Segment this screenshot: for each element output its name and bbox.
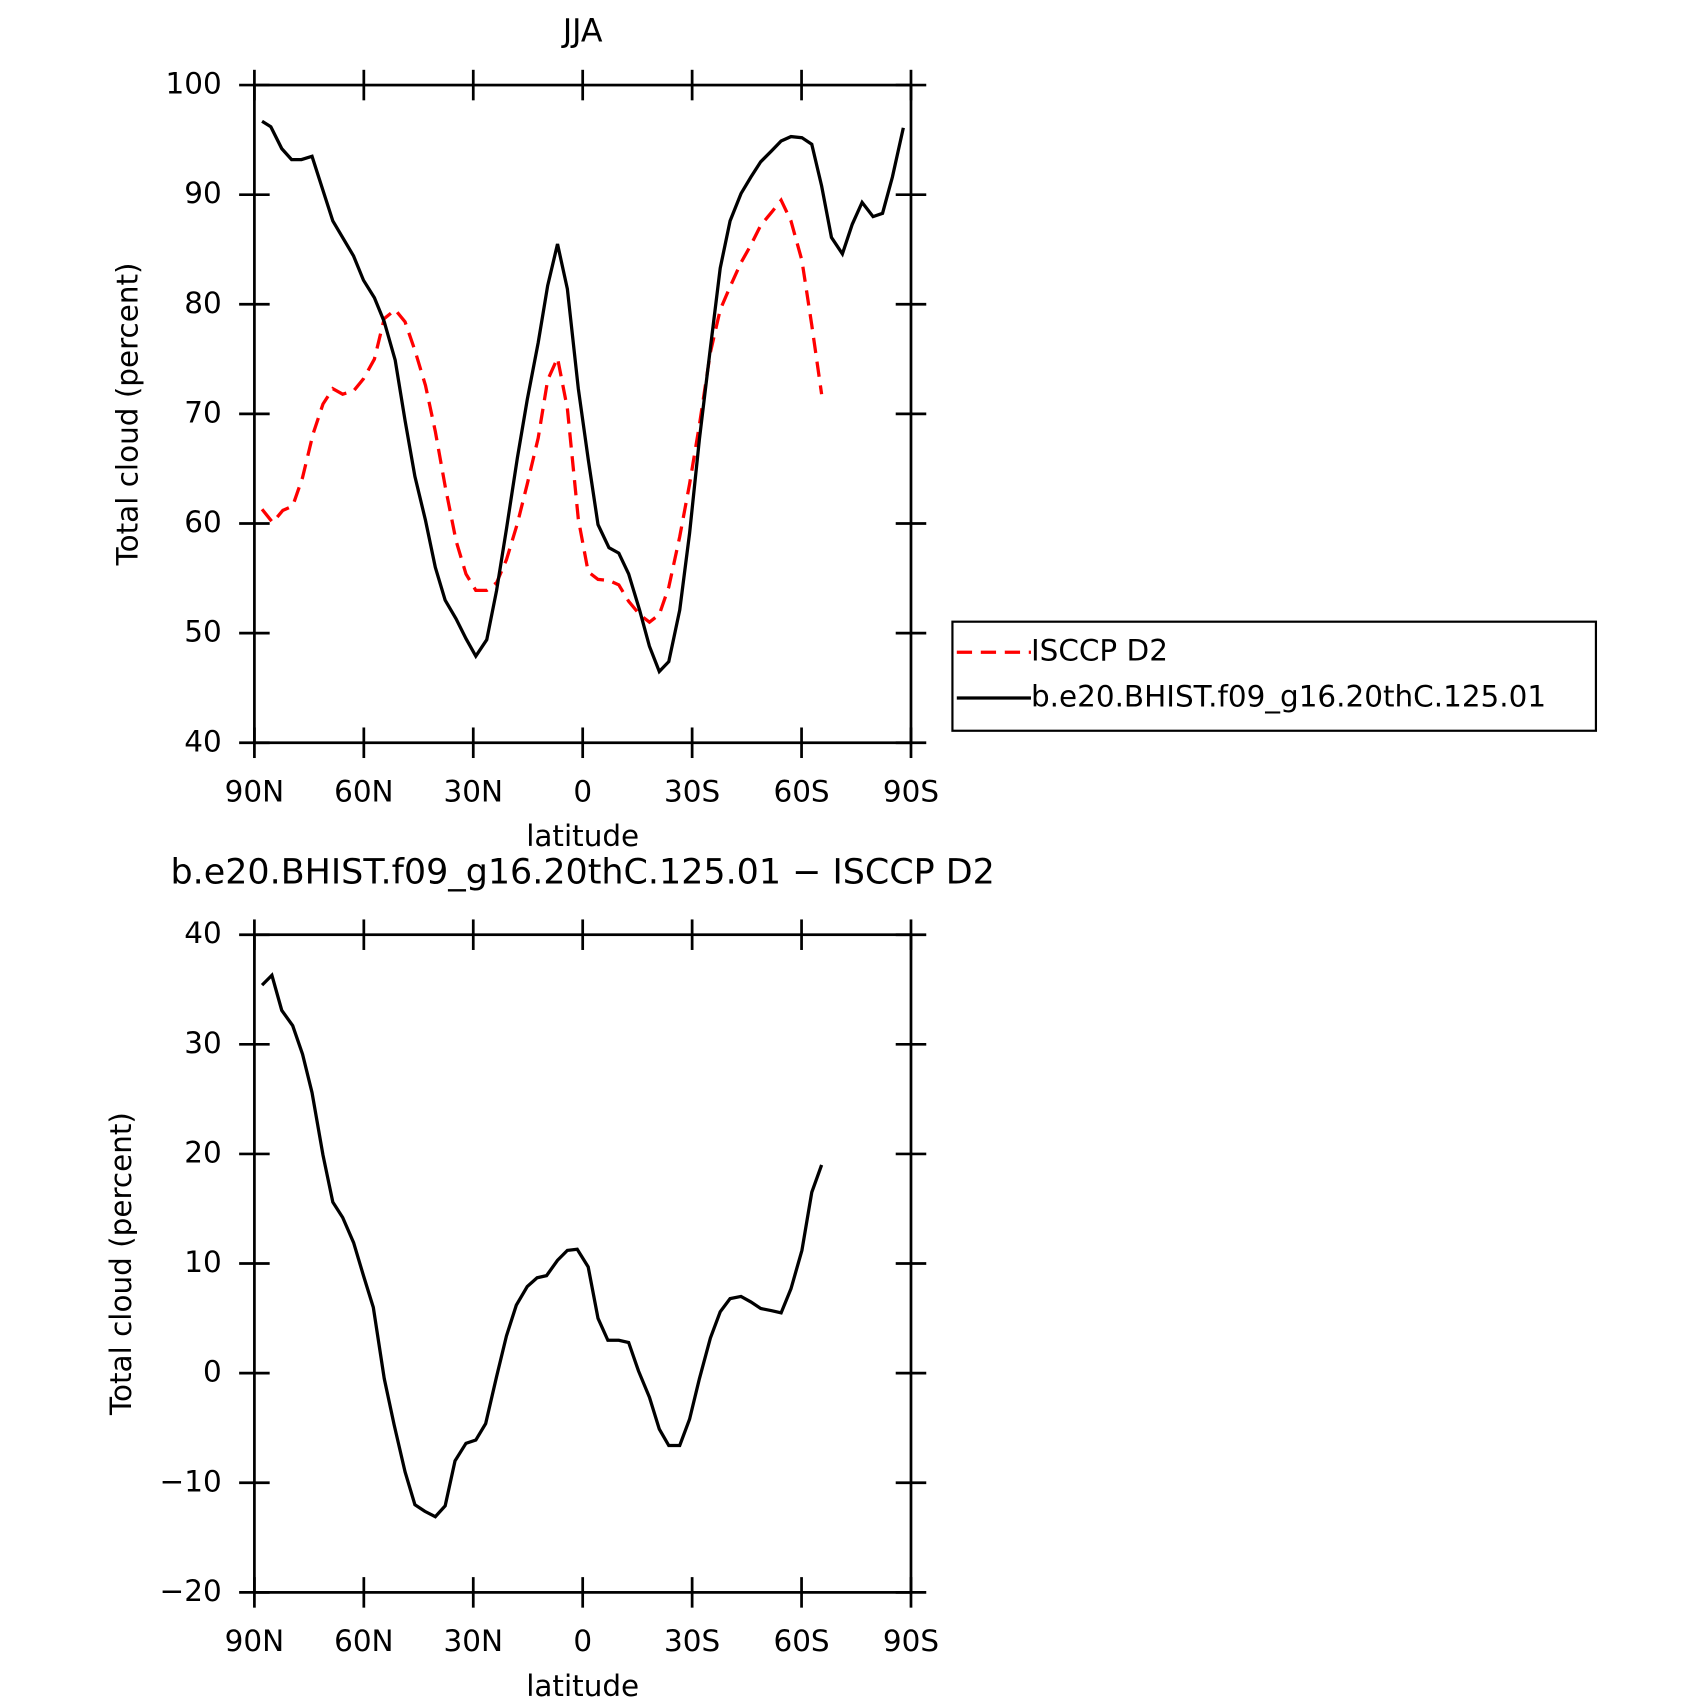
- y-tick-label: 90: [184, 176, 221, 210]
- x-tick-label: 30N: [444, 774, 503, 808]
- y-tick-label: 50: [184, 615, 221, 649]
- x-tick-label: 60S: [773, 1624, 829, 1658]
- legend-label: b.e20.BHIST.f09_g16.20thC.125.01: [1031, 680, 1546, 714]
- x-tick-label: 90N: [225, 774, 284, 808]
- x-tick-label: 90S: [883, 1624, 939, 1658]
- data-line: [260, 197, 824, 625]
- y-axis-label: Total cloud (percent): [104, 1112, 138, 1416]
- y-tick-label: −10: [160, 1464, 222, 1498]
- y-tick-label: 40: [184, 916, 221, 950]
- y-tick-label: 0: [203, 1355, 222, 1389]
- x-tick-label: 60N: [334, 774, 393, 808]
- x-tick-label: 30S: [664, 774, 720, 808]
- data-line: [261, 119, 905, 675]
- x-tick-label: 30S: [664, 1624, 720, 1658]
- x-tick-label: 30N: [444, 1624, 503, 1658]
- chart-title: JJA: [561, 14, 603, 50]
- y-tick-label: 30: [184, 1026, 221, 1060]
- y-tick-label: 60: [184, 505, 221, 539]
- x-axis-label: latitude: [526, 819, 639, 853]
- y-tick-label: 40: [184, 724, 221, 758]
- y-tick-label: 20: [184, 1135, 221, 1169]
- chart-title: b.e20.BHIST.f09_g16.20thC.125.01 − ISCCP…: [171, 853, 995, 893]
- x-tick-label: 60S: [773, 774, 829, 808]
- y-tick-label: 70: [184, 395, 221, 429]
- data-line: [260, 972, 824, 1519]
- x-tick-label: 0: [573, 774, 592, 808]
- x-tick-label: 0: [573, 1624, 592, 1658]
- x-tick-label: 60N: [334, 1624, 393, 1658]
- y-tick-label: 100: [165, 67, 221, 101]
- x-axis-label: latitude: [526, 1669, 639, 1703]
- y-tick-label: 10: [184, 1245, 221, 1279]
- y-tick-label: 80: [184, 286, 221, 320]
- plot-frame: [253, 933, 913, 1594]
- legend-box: [951, 620, 1598, 732]
- legend-label: ISCCP D2: [1031, 634, 1168, 668]
- x-tick-label: 90N: [225, 1624, 284, 1658]
- y-tick-label: −20: [160, 1574, 222, 1608]
- y-axis-label: Total cloud (percent): [110, 262, 144, 566]
- x-tick-label: 90S: [883, 774, 939, 808]
